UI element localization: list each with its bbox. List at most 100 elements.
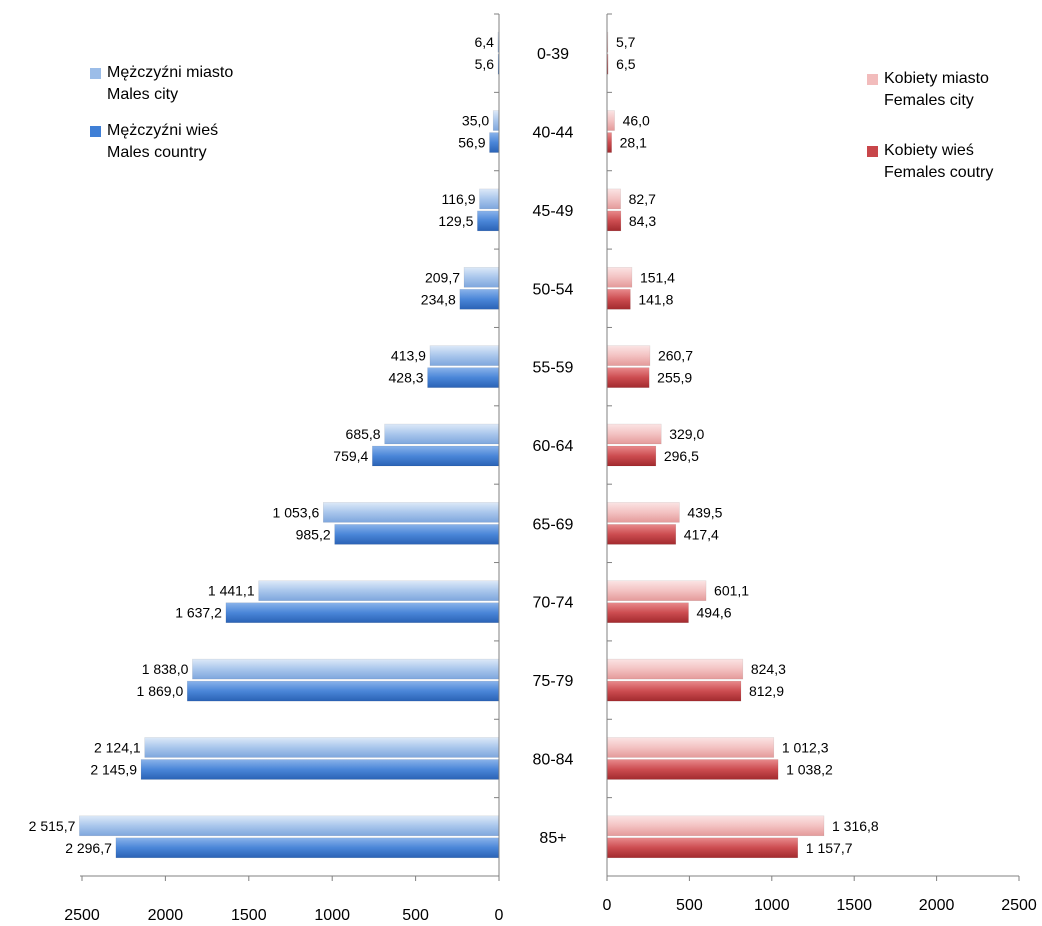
legend-label-males-country-pl: Mężczyźni wieś (107, 122, 219, 139)
female-city-value-label: 1 012,3 (782, 739, 829, 755)
legend-label-males-city-en: Males city (107, 86, 179, 103)
age-group-label: 70-74 (533, 595, 574, 612)
female-country-value-label: 296,5 (664, 448, 699, 464)
left-x-tick-label: 2000 (148, 907, 184, 924)
age-group-label: 40-44 (533, 125, 574, 142)
male-city-value-label: 1 441,1 (208, 583, 255, 599)
male-country-value-label: 234,8 (421, 291, 456, 307)
left-x-tick-label: 2500 (64, 907, 100, 924)
age-group-label: 55-59 (533, 360, 574, 377)
female-city-value-label: 824,3 (751, 661, 786, 677)
male-country-value-label: 5,6 (475, 56, 495, 72)
female-city-bar (606, 815, 825, 837)
male-city-value-label: 6,4 (474, 34, 494, 50)
legend-item-males-city: Mężczyźni miasto Males city (90, 62, 233, 106)
female-city-bar (606, 110, 615, 131)
male-country-value-label: 2 296,7 (65, 840, 112, 856)
female-city-value-label: 601,1 (714, 583, 749, 599)
male-country-bar (225, 602, 500, 623)
male-country-bar (140, 759, 500, 780)
legend-label-females-country-pl: Kobiety wieś (884, 142, 974, 159)
male-city-value-label: 116,9 (442, 191, 476, 207)
age-group-label: 0-39 (537, 46, 569, 63)
left-x-tick-label: 0 (495, 907, 504, 924)
legend-label-females-country-en: Females coutry (884, 164, 994, 181)
male-city-bar (463, 267, 500, 288)
right-x-tick-label: 2000 (919, 897, 955, 914)
right-x-tick-label: 0 (603, 897, 612, 914)
female-country-bar (606, 524, 677, 545)
male-country-bar (372, 445, 500, 467)
legend-item-males-country: Mężczyźni wieś Males country (90, 120, 233, 164)
male-country-value-label: 759,4 (333, 448, 368, 464)
female-city-value-label: 260,7 (658, 348, 693, 364)
left-x-tick-label: 500 (402, 907, 429, 924)
male-country-bar (115, 837, 500, 859)
female-city-value-label: 5,7 (616, 34, 636, 50)
male-city-value-label: 413,9 (391, 348, 426, 364)
female-country-bar (606, 837, 799, 859)
female-country-value-label: 141,8 (638, 291, 673, 307)
female-city-bar (606, 423, 662, 445)
female-city-value-label: 439,5 (687, 504, 722, 520)
female-city-value-label: 46,0 (623, 113, 650, 129)
legend-label-females-city-en: Females city (884, 92, 974, 109)
male-city-bar (384, 423, 500, 445)
age-group-label: 85+ (539, 830, 566, 847)
left-x-tick-label: 1500 (231, 907, 267, 924)
male-city-bar (479, 188, 500, 210)
legend-swatch-females-country (867, 146, 878, 157)
female-city-bar (606, 267, 633, 288)
male-country-value-label: 985,2 (296, 526, 331, 542)
female-country-value-label: 255,9 (657, 370, 692, 386)
female-city-bar (606, 345, 651, 366)
female-city-bar (606, 188, 621, 210)
female-country-bar (606, 210, 622, 232)
female-country-bar (606, 602, 689, 623)
female-country-bar (606, 759, 779, 780)
age-group-label: 80-84 (533, 751, 574, 768)
legend-males: Mężczyźni miasto Males city Mężczyźni wi… (90, 62, 233, 178)
legend-label-males-city-pl: Mężczyźni miasto (107, 64, 234, 81)
male-city-bar (492, 110, 500, 131)
female-city-bar (606, 580, 707, 601)
male-country-value-label: 129,5 (438, 213, 473, 229)
male-city-bar (429, 345, 500, 366)
male-city-value-label: 1 838,0 (142, 661, 189, 677)
female-city-value-label: 82,7 (629, 191, 656, 207)
female-city-bar (606, 737, 775, 758)
female-country-value-label: 1 157,7 (806, 840, 853, 856)
age-group-label: 75-79 (533, 673, 574, 690)
legend-label-females-city-pl: Kobiety miasto (884, 70, 989, 87)
female-country-value-label: 84,3 (629, 213, 656, 229)
legend-item-females-country: Kobiety wieś Females coutry (867, 140, 993, 184)
legend-females: Kobiety miasto Females city Kobiety wieś… (867, 68, 993, 198)
male-country-bar (427, 367, 500, 388)
male-country-value-label: 428,3 (389, 370, 424, 386)
male-city-bar (79, 815, 500, 837)
male-country-value-label: 2 145,9 (90, 761, 137, 777)
legend-label-males-country-en: Males country (107, 144, 207, 161)
female-country-value-label: 6,5 (616, 56, 636, 72)
male-country-value-label: 1 637,2 (175, 605, 222, 621)
male-city-value-label: 1 053,6 (273, 504, 320, 520)
male-country-bar (489, 132, 500, 153)
right-x-tick-label: 1500 (836, 897, 872, 914)
left-x-tick-label: 1000 (314, 907, 350, 924)
female-country-value-label: 812,9 (749, 683, 784, 699)
age-group-label: 60-64 (533, 438, 574, 455)
female-city-value-label: 1 316,8 (832, 818, 879, 834)
male-city-value-label: 2 515,7 (29, 818, 76, 834)
male-city-value-label: 2 124,1 (94, 739, 141, 755)
female-city-bar (606, 658, 744, 680)
male-country-value-label: 1 869,0 (137, 683, 184, 699)
legend-swatch-females-city (867, 74, 878, 85)
female-country-bar (606, 367, 650, 388)
male-country-bar (459, 289, 500, 310)
female-country-bar (606, 680, 742, 702)
female-country-bar (606, 445, 657, 467)
right-x-tick-label: 2500 (1001, 897, 1037, 914)
male-country-value-label: 56,9 (458, 135, 485, 151)
legend-swatch-males-city (90, 68, 101, 79)
